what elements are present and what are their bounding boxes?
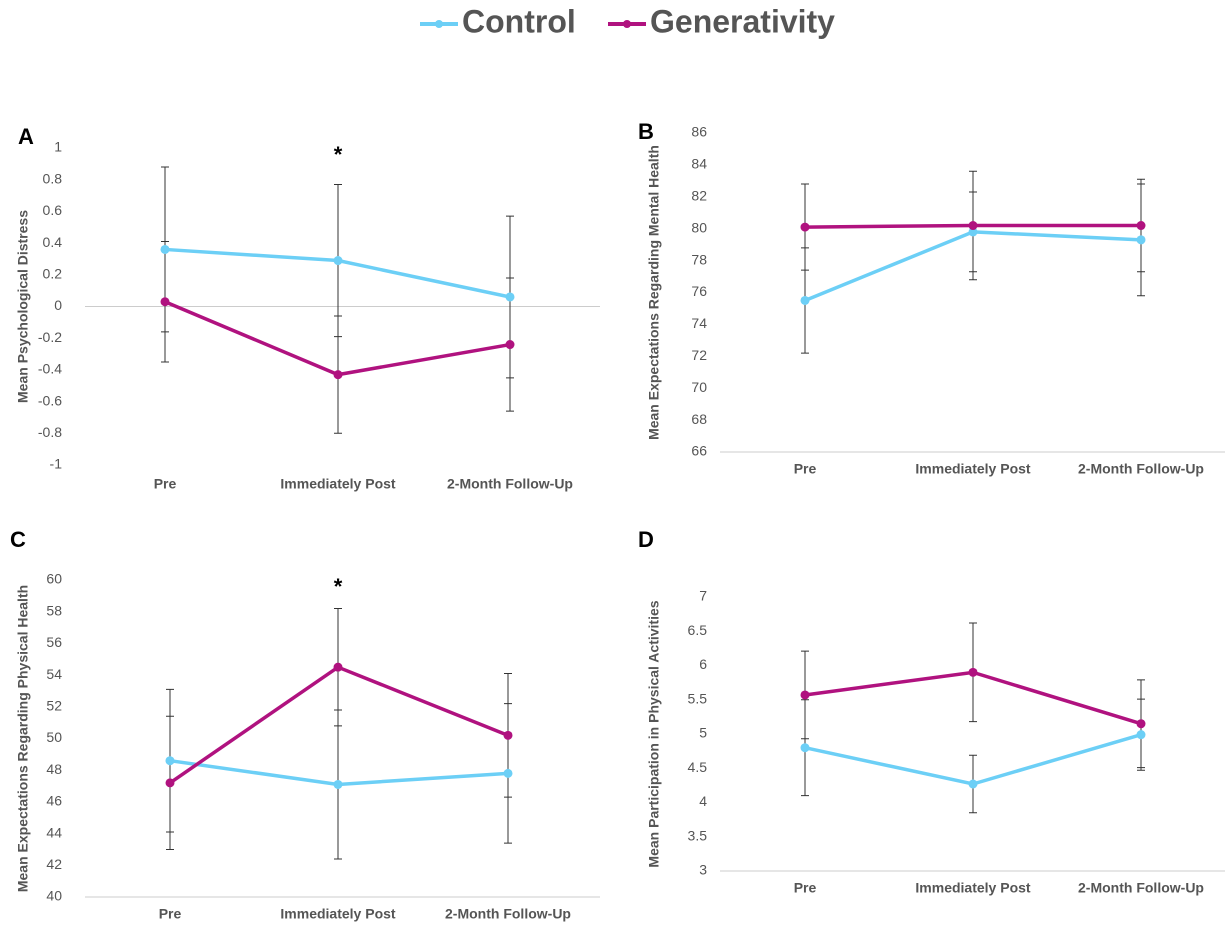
data-point (1136, 235, 1146, 245)
y-tick-label: 1 (54, 139, 62, 155)
legend-label: Control (462, 3, 576, 39)
y-tick-label: 0.2 (43, 266, 63, 282)
data-point (800, 295, 810, 305)
y-tick-label: 4 (699, 793, 707, 809)
x-tick-label: 2-Month Follow-Up (1078, 461, 1204, 477)
y-tick-label: 0.8 (43, 170, 63, 186)
data-point (968, 779, 978, 789)
y-tick-label: 4.5 (688, 759, 708, 775)
y-tick-label: 84 (691, 156, 707, 172)
legend-swatch (435, 20, 443, 28)
data-point (165, 778, 175, 788)
y-tick-label: 60 (46, 571, 62, 587)
data-point (505, 292, 515, 302)
y-tick-label: 3.5 (688, 827, 708, 843)
data-point (503, 768, 513, 778)
annotation: * (334, 142, 343, 167)
x-tick-label: 2-Month Follow-Up (445, 906, 571, 922)
y-tick-label: -0.2 (38, 329, 62, 345)
x-tick-label: Pre (794, 880, 817, 896)
panel-label: B (638, 119, 654, 144)
panel-label: C (10, 527, 26, 552)
x-tick-label: Immediately Post (280, 906, 395, 922)
y-tick-label: 44 (46, 824, 62, 840)
y-tick-label: 82 (691, 188, 707, 204)
y-tick-label: 76 (691, 283, 707, 299)
x-tick-label: 2-Month Follow-Up (1078, 880, 1204, 896)
y-tick-label: -1 (50, 456, 63, 472)
y-tick-label: -0.8 (38, 424, 62, 440)
data-point (333, 779, 343, 789)
y-tick-label: 86 (691, 124, 707, 140)
y-tick-label: 72 (691, 347, 707, 363)
y-tick-label: 66 (691, 443, 707, 459)
y-tick-label: 7 (699, 588, 707, 604)
y-axis-label: Mean Participation in Physical Activitie… (646, 600, 662, 867)
data-point (160, 297, 170, 307)
data-point (800, 690, 810, 700)
y-axis-label: Mean Expectations Regarding Physical Hea… (15, 585, 31, 892)
y-tick-label: 42 (46, 856, 62, 872)
x-tick-label: Immediately Post (280, 476, 395, 492)
panel-label: A (18, 124, 34, 149)
data-point (1136, 221, 1146, 231)
data-point (333, 370, 343, 380)
data-point (505, 340, 515, 350)
y-tick-label: 52 (46, 698, 62, 714)
data-point (165, 756, 175, 766)
y-tick-label: 5 (699, 725, 707, 741)
y-tick-label: -0.4 (38, 361, 62, 377)
panel-label: D (638, 527, 654, 552)
y-axis-label: Mean Expectations Regarding Mental Healt… (646, 145, 662, 440)
y-tick-label: 50 (46, 729, 62, 745)
y-tick-label: 80 (691, 219, 707, 235)
data-point (503, 730, 513, 740)
data-point (800, 222, 810, 232)
data-point (1136, 719, 1146, 729)
y-tick-label: 58 (46, 602, 62, 618)
data-point (333, 256, 343, 266)
x-tick-label: Pre (159, 906, 182, 922)
y-tick-label: 54 (46, 666, 62, 682)
data-point (333, 662, 343, 672)
x-tick-label: Pre (794, 461, 817, 477)
x-tick-label: 2-Month Follow-Up (447, 476, 573, 492)
y-tick-label: 68 (691, 411, 707, 427)
legend-swatch (623, 20, 631, 28)
series-line (169, 665, 509, 785)
y-tick-label: 0.6 (43, 202, 63, 218)
data-point (1136, 730, 1146, 740)
data-point (800, 743, 810, 753)
y-tick-label: 5.5 (688, 690, 708, 706)
annotation: * (334, 574, 343, 599)
x-tick-label: Pre (154, 476, 177, 492)
y-tick-label: 78 (691, 251, 707, 267)
x-tick-label: Immediately Post (915, 461, 1030, 477)
y-tick-label: 56 (46, 634, 62, 650)
data-point (968, 227, 978, 237)
y-tick-label: -0.6 (38, 392, 62, 408)
y-axis-label: Mean Psychological Distress (15, 210, 31, 403)
y-tick-label: 46 (46, 793, 62, 809)
y-tick-label: 6 (699, 656, 707, 672)
data-point (160, 244, 170, 254)
y-tick-label: 70 (691, 379, 707, 395)
data-point (968, 221, 978, 231)
y-tick-label: 48 (46, 761, 62, 777)
y-tick-label: 3 (699, 862, 707, 878)
y-tick-label: 40 (46, 888, 62, 904)
y-tick-label: 74 (691, 315, 707, 331)
y-tick-label: 0 (54, 297, 62, 313)
y-tick-label: 6.5 (688, 622, 708, 638)
y-tick-label: 0.4 (43, 234, 63, 250)
legend-label: Generativity (650, 3, 835, 39)
data-point (968, 667, 978, 677)
x-tick-label: Immediately Post (915, 880, 1030, 896)
